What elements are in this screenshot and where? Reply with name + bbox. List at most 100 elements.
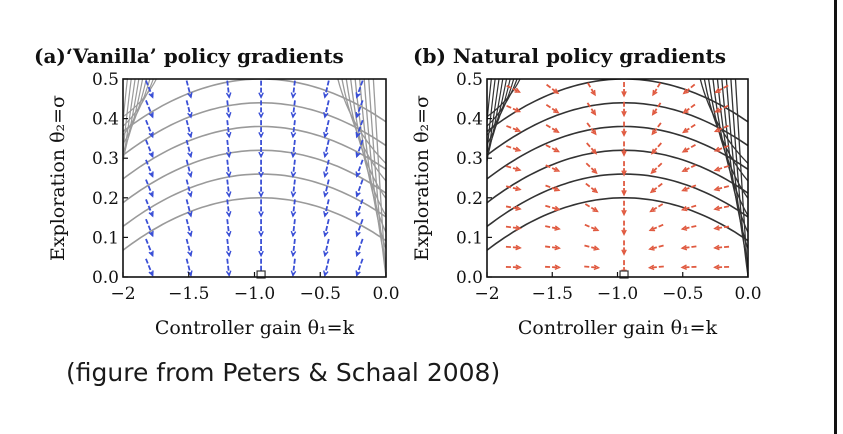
- gradient-arrow-head: [323, 210, 329, 218]
- gradient-arrow: [145, 80, 154, 98]
- panel-title: (a)‘Vanilla’ policy gradients: [34, 44, 344, 68]
- gradient-arrow-head: [591, 148, 598, 155]
- gradient-arrow-head: [187, 111, 193, 119]
- gradient-arrow: [714, 165, 729, 172]
- gradient-arrow-head: [592, 206, 599, 213]
- gradient-arrow: [651, 102, 662, 116]
- x-axis-label: Controller gain θ₁=k: [518, 317, 718, 339]
- gradient-arrow-head: [553, 127, 560, 133]
- gradient-arrow-head: [682, 108, 689, 114]
- gradient-arrow-head: [187, 92, 193, 99]
- right-edge-rule: [834, 0, 837, 434]
- x-tick-label: 0.0: [734, 284, 761, 304]
- gradient-arrow: [651, 122, 662, 135]
- gradient-arrow-head: [355, 250, 361, 258]
- contour-line: [487, 173, 748, 228]
- gradient-arrow-head: [713, 127, 721, 133]
- contour-line: [487, 79, 515, 137]
- gradient-arrow: [292, 120, 296, 137]
- contour-line: [372, 79, 386, 277]
- gradient-arrow-head: [258, 92, 264, 99]
- contour-line: [734, 79, 748, 277]
- gradient-arrow-head: [323, 270, 329, 277]
- gradient-arrow-head: [290, 211, 297, 218]
- gradient-arrow-head: [355, 151, 361, 159]
- gradient-arrow: [323, 139, 330, 157]
- contour-line: [487, 79, 508, 154]
- gradient-arrow: [545, 164, 560, 172]
- gradient-arrow: [323, 80, 330, 98]
- gradient-arrow-head: [680, 205, 688, 212]
- gradient-arrow: [323, 119, 330, 138]
- gradient-arrow: [545, 245, 560, 250]
- x-tick-label: −2: [474, 284, 499, 304]
- gradient-arrow: [683, 83, 696, 95]
- gradient-arrow-head: [590, 129, 597, 136]
- gradient-arrow: [185, 80, 192, 98]
- gradient-arrow-head: [323, 131, 329, 139]
- gradient-arrow-head: [514, 107, 522, 113]
- contour-line: [123, 79, 136, 166]
- gradient-arrow: [649, 223, 664, 232]
- gradient-arrow-head: [355, 92, 361, 99]
- gradient-arrow-head: [148, 270, 154, 277]
- gradient-arrow: [650, 182, 663, 193]
- gradient-arrow: [682, 245, 697, 250]
- contour-line: [487, 79, 500, 166]
- y-axis-label: Exploration θ₂=σ: [411, 95, 433, 261]
- gradient-arrow-head: [621, 229, 627, 237]
- gradient-arrow-head: [225, 270, 232, 277]
- gradient-arrow: [185, 179, 192, 197]
- gradient-arrow: [355, 80, 364, 98]
- gradient-arrow-head: [514, 146, 522, 152]
- gradient-arrow-head: [621, 249, 627, 256]
- y-tick-label: 0.4: [456, 110, 483, 130]
- y-tick-label: 0.5: [456, 70, 483, 90]
- gradient-arrow: [226, 100, 231, 118]
- contour-line: [123, 79, 144, 154]
- gradient-arrow-head: [680, 225, 688, 231]
- gradient-arrow-head: [148, 92, 154, 99]
- gradient-arrow-head: [651, 109, 658, 116]
- gradient-arrow-head: [148, 250, 154, 258]
- gradient-arrow-head: [187, 250, 193, 258]
- gradient-arrow-head: [713, 185, 721, 192]
- y-tick-label: 0.1: [456, 228, 483, 248]
- gradient-arrow-head: [713, 146, 721, 152]
- gradient-arrow-head: [515, 225, 522, 231]
- gradient-arrow: [226, 238, 231, 256]
- gradient-arrow-head: [258, 151, 264, 159]
- gradient-arrow-head: [225, 191, 232, 198]
- gradient-arrow-head: [593, 264, 601, 271]
- gradient-arrow: [546, 83, 559, 94]
- gradient-arrow: [292, 179, 296, 197]
- contour-line: [123, 102, 386, 156]
- gradient-arrow: [649, 265, 664, 269]
- gradient-arrow-head: [290, 92, 297, 99]
- chart-panel-b: −2 −1.5 −1.0 −0.5 0.0 0.0 0.1 0.2 0.3 0.4 0.5(b) N…: [411, 44, 762, 339]
- gradient-arrow: [323, 100, 330, 118]
- gradient-arrow: [292, 219, 296, 236]
- gradient-arrow: [292, 258, 296, 276]
- gradient-arrow: [355, 238, 364, 256]
- gradient-arrow: [292, 199, 296, 217]
- contour-line: [721, 79, 748, 251]
- gradient-arrow-head: [355, 230, 361, 238]
- gradient-arrow-head: [187, 171, 193, 178]
- panel-title: (b) Natural policy gradients: [413, 44, 726, 68]
- gradient-arrow: [355, 119, 364, 138]
- gradient-arrow-head: [225, 171, 232, 179]
- gradient-arrow-head: [681, 127, 689, 134]
- contour-line: [123, 197, 386, 251]
- optimum-marker: [619, 270, 629, 279]
- gradient-arrow: [683, 103, 696, 114]
- gradient-arrow-head: [621, 91, 627, 98]
- gradient-arrow: [649, 244, 664, 250]
- gradient-arrow: [505, 205, 521, 210]
- gradient-arrow: [185, 119, 192, 138]
- chart-panel-a: −2 −1.5 −1.0 −0.5 0.0 0.0 0.1 0.2 0.3 0.4 0.5(a)‘V…: [34, 44, 400, 339]
- gradient-arrow: [682, 144, 696, 153]
- gradient-arrow-head: [590, 89, 596, 97]
- gradient-arrow: [545, 204, 560, 211]
- contour-line: [712, 79, 748, 217]
